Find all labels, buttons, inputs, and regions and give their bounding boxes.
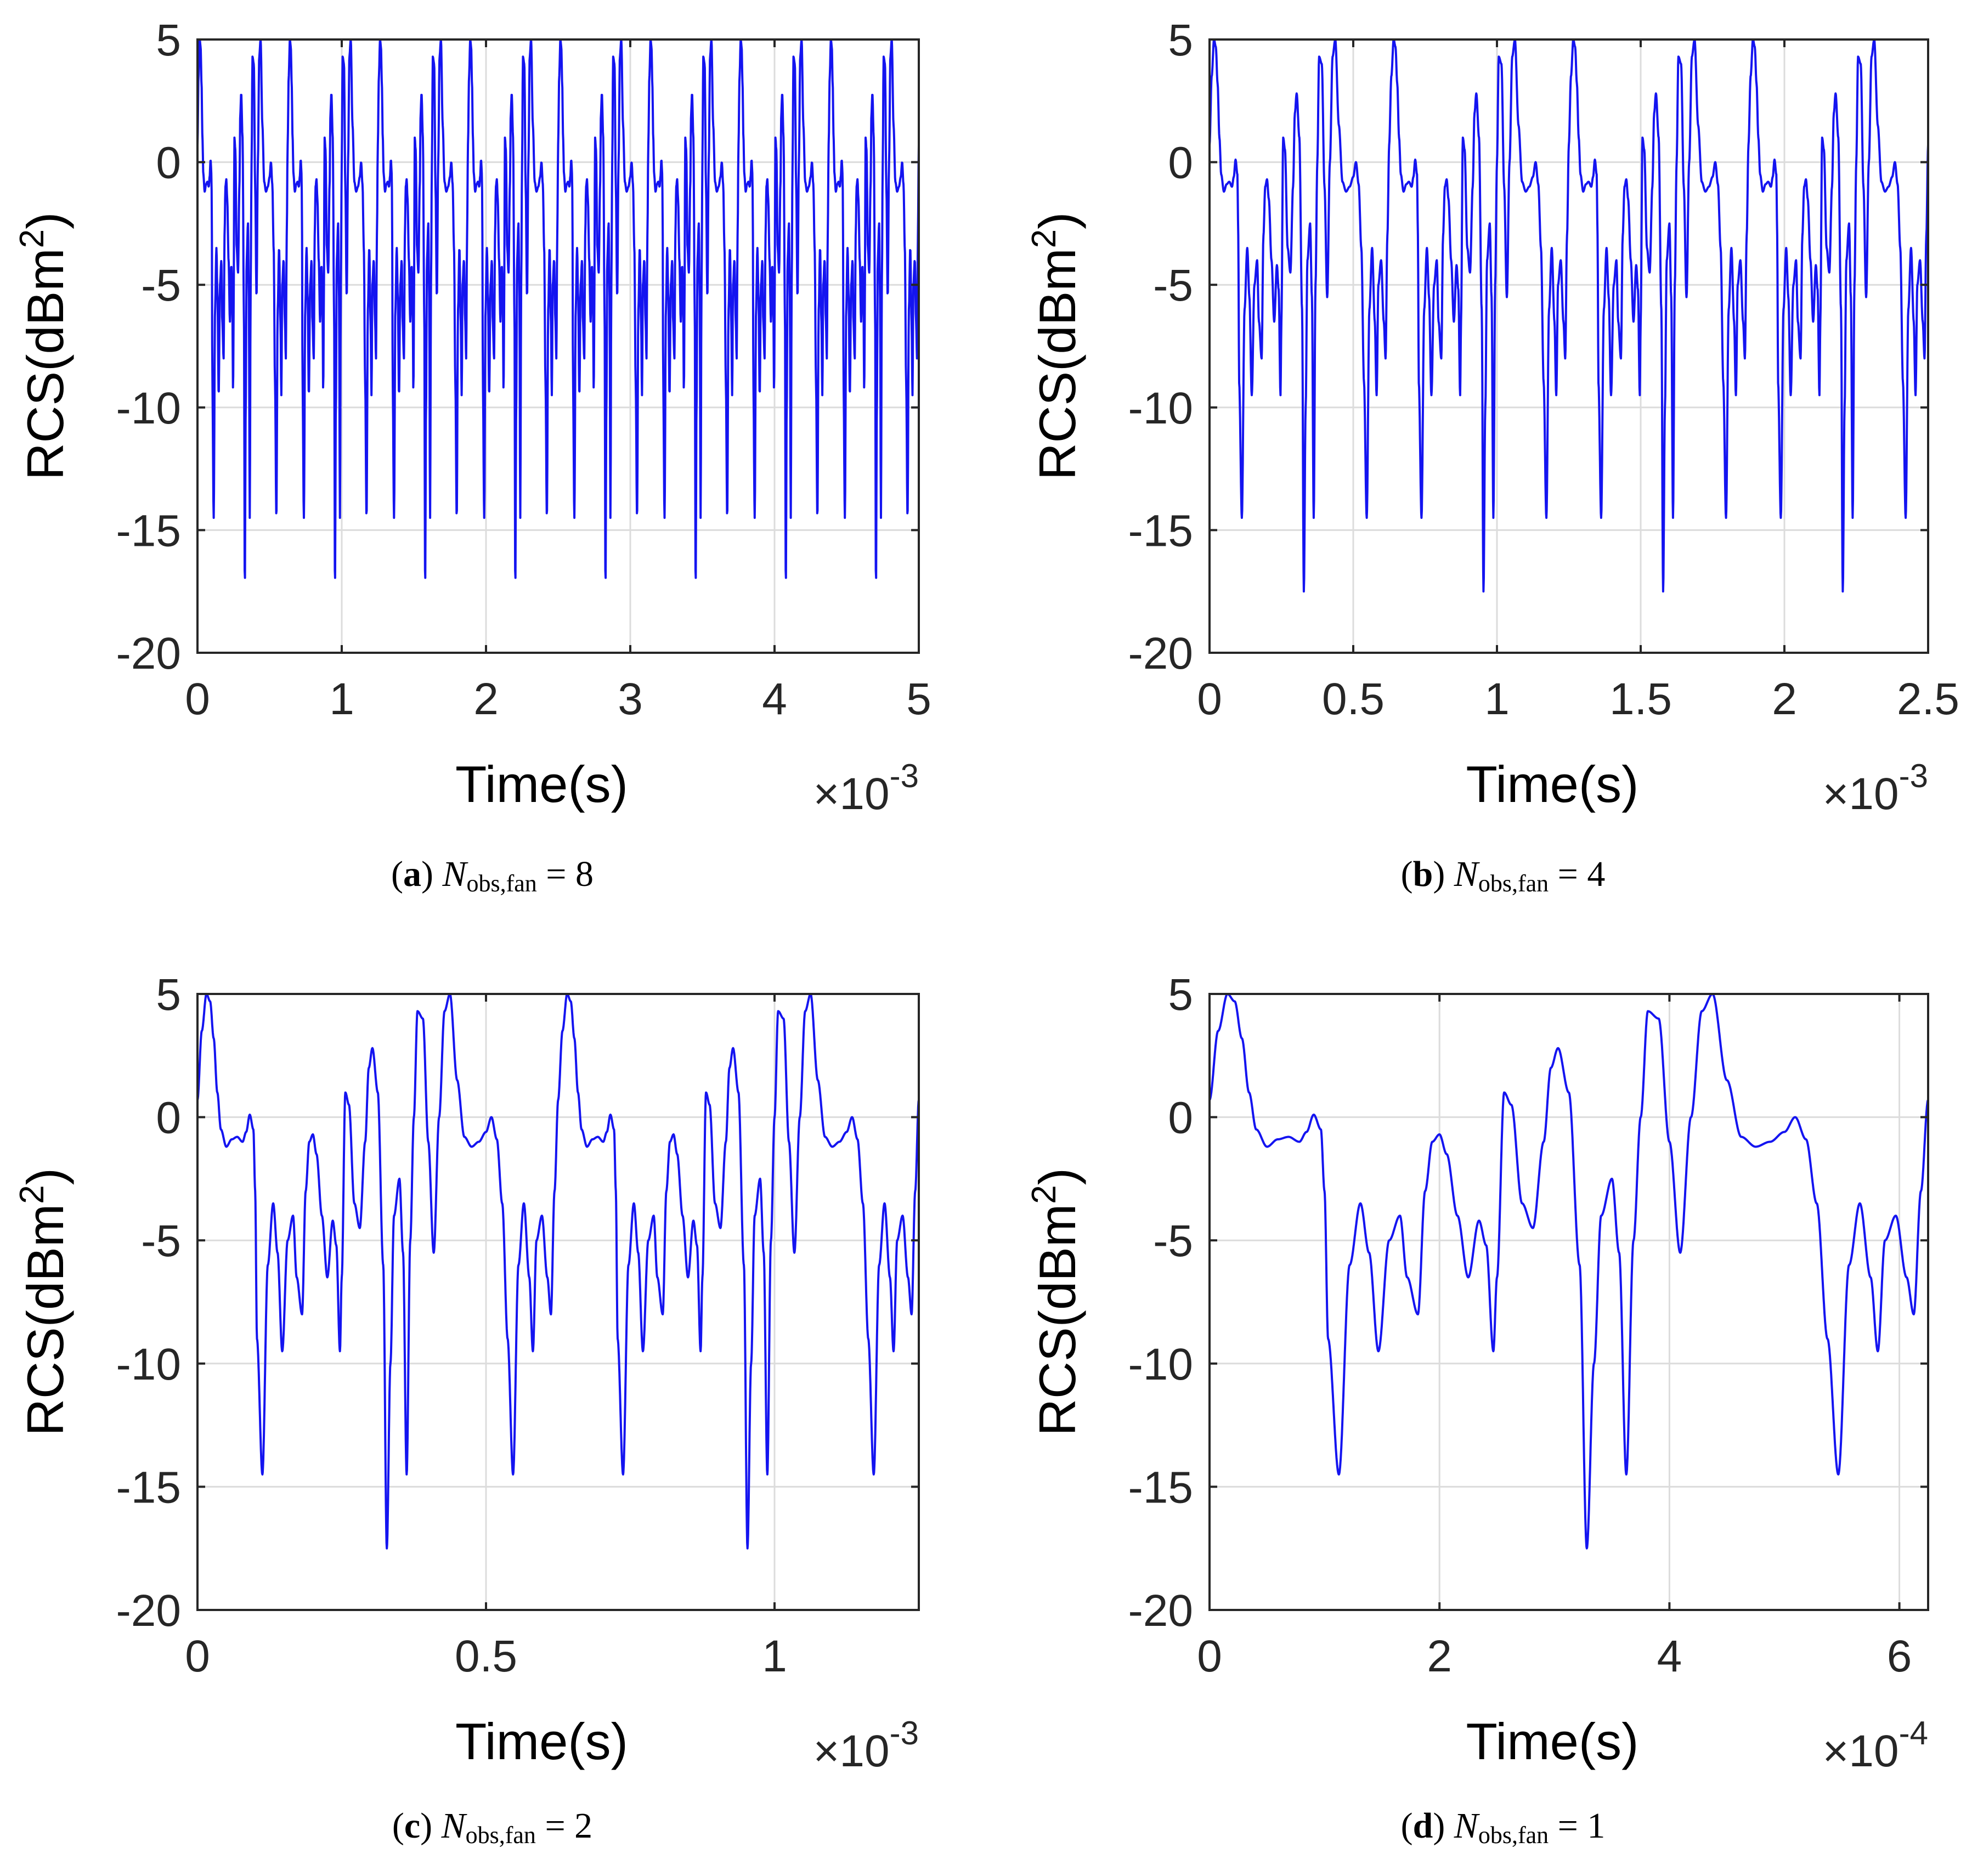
y-tick-label: -15 bbox=[116, 506, 181, 556]
y-tick-label: -10 bbox=[1128, 383, 1193, 433]
x-tick-label: 0.5 bbox=[455, 1631, 517, 1681]
x-tick-label: 1 bbox=[1484, 674, 1510, 724]
x-axis-label: Time(s) bbox=[455, 755, 628, 813]
y-tick-label: -5 bbox=[1153, 261, 1193, 310]
x-tick-label: 1.5 bbox=[1609, 674, 1672, 724]
y-tick-label: -10 bbox=[1128, 1340, 1193, 1389]
y-axis-label: RCS(dBm2) bbox=[1025, 1168, 1086, 1436]
x-tick-label: 0 bbox=[1197, 1631, 1222, 1681]
x-exponent-label: ×10-3 bbox=[1823, 758, 1928, 819]
y-tick-label: 0 bbox=[156, 138, 181, 188]
x-tick-label: 0 bbox=[185, 674, 210, 724]
x-tick-label: 2.5 bbox=[1897, 674, 1959, 724]
x-tick-label: 4 bbox=[762, 674, 787, 724]
x-tick-label: 1 bbox=[762, 1631, 787, 1681]
panel-caption: (a) Nobs,fan = 8 bbox=[391, 854, 594, 897]
rcs-series-line bbox=[1208, 38, 1929, 593]
plot-area bbox=[1210, 994, 1928, 1610]
y-tick-label: 5 bbox=[156, 15, 181, 65]
y-tick-label: 5 bbox=[156, 970, 181, 1020]
plot-area bbox=[197, 994, 919, 1610]
x-exponent-label: ×10-3 bbox=[813, 1715, 919, 1776]
y-tick-label: 0 bbox=[156, 1093, 181, 1143]
rcs-series-line bbox=[1208, 993, 1929, 1550]
x-axis-label: Time(s) bbox=[1466, 755, 1638, 813]
y-tick-label: -5 bbox=[141, 1216, 181, 1266]
y-tick-label: -15 bbox=[1128, 1462, 1193, 1512]
y-tick-label: -20 bbox=[116, 629, 181, 679]
x-tick-label: 4 bbox=[1657, 1631, 1682, 1681]
x-tick-label: 0 bbox=[1197, 674, 1222, 724]
y-tick-label: -20 bbox=[1128, 629, 1193, 679]
y-axis-label: RCS(dBm2) bbox=[1025, 212, 1086, 481]
x-tick-label: 2 bbox=[1427, 1631, 1452, 1681]
chart-panel-c: 0 0.5 1 5 0 -5 -10 -15 -20 Time(s) ×10-3 RCS(dBm2) (… bbox=[13, 970, 920, 1849]
rcs-series-line bbox=[196, 993, 920, 1550]
y-tick-label: -20 bbox=[1128, 1586, 1193, 1636]
chart-panel-a: 0 1 2 3 4 5 5 0 -5 -10 -15 -20 Time(s) ×10-3 RCS(dBm2)… bbox=[13, 15, 931, 897]
x-tick-label: 0 bbox=[185, 1631, 210, 1681]
panel-caption: (b) Nobs,fan = 4 bbox=[1401, 854, 1606, 897]
axes-frame bbox=[1208, 38, 1929, 654]
x-tick-label: 6 bbox=[1887, 1631, 1912, 1681]
chart-panel-b: 0 0.5 1 1.5 2 2.5 5 0 -5 -10 -15 -20 Time(s) ×10-3 RCS… bbox=[1025, 15, 1959, 897]
axes-frame bbox=[1208, 993, 1929, 1611]
y-tick-label: -10 bbox=[116, 383, 181, 433]
axes-frame bbox=[196, 38, 920, 654]
panel-caption: (d) Nobs,fan = 1 bbox=[1401, 1806, 1606, 1849]
panel-caption: (c) Nobs,fan = 2 bbox=[392, 1806, 592, 1849]
x-exponent-label: ×10-3 bbox=[813, 758, 919, 819]
y-tick-label: 0 bbox=[1168, 1093, 1193, 1143]
x-tick-label: 3 bbox=[618, 674, 643, 724]
rcs-series-line bbox=[196, 38, 920, 579]
x-tick-label: 1 bbox=[329, 674, 354, 724]
y-axis-label: RCS(dBm2) bbox=[13, 212, 74, 481]
y-tick-label: 5 bbox=[1168, 15, 1193, 65]
y-tick-label: -10 bbox=[116, 1340, 181, 1389]
chart-panel-d: 0 2 4 6 5 0 -5 -10 -15 -20 Time(s) ×10-4 RCS(dBm2) (d… bbox=[1025, 970, 1929, 1849]
x-axis-label: Time(s) bbox=[455, 1713, 628, 1770]
x-tick-label: 5 bbox=[906, 674, 931, 724]
y-tick-label: -15 bbox=[1128, 506, 1193, 556]
y-tick-label: -5 bbox=[1153, 1216, 1193, 1266]
x-axis-label: Time(s) bbox=[1466, 1713, 1638, 1770]
y-tick-label: 0 bbox=[1168, 138, 1193, 188]
y-tick-label: 5 bbox=[1168, 970, 1193, 1020]
x-tick-label: 2 bbox=[1772, 674, 1797, 724]
y-tick-label: -15 bbox=[116, 1462, 181, 1512]
y-tick-label: -20 bbox=[116, 1586, 181, 1636]
axes-frame bbox=[196, 993, 920, 1611]
y-axis-label: RCS(dBm2) bbox=[13, 1168, 74, 1436]
y-tick-label: -5 bbox=[141, 261, 181, 310]
x-tick-label: 0.5 bbox=[1322, 674, 1385, 724]
x-exponent-label: ×10-4 bbox=[1823, 1715, 1928, 1776]
x-tick-label: 2 bbox=[473, 674, 499, 724]
